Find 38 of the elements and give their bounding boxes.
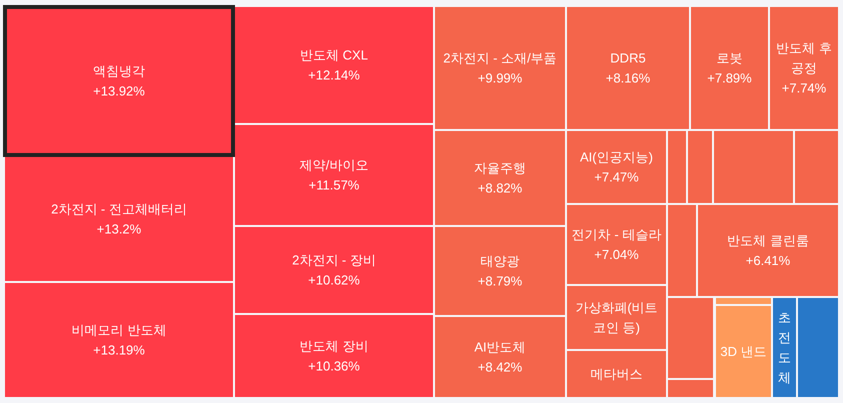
data-label: +8.79% [478, 274, 523, 288]
data-label: +7.04% [594, 247, 640, 262]
category-label: 자율주행 [474, 160, 526, 176]
data-label: +7.47% [594, 170, 640, 184]
data-label: +7.74% [782, 80, 827, 96]
data-label: +13.19% [93, 342, 146, 358]
data-label: +8.82% [478, 180, 523, 196]
category-label: 반도체 장비 [300, 338, 368, 354]
category-label: 메타버스 [590, 366, 642, 382]
category-label: 로봇 [716, 50, 742, 66]
data-label: +11.57% [308, 178, 360, 192]
category-label: DDR5 [610, 50, 646, 66]
data-label: +9.99% [478, 70, 523, 86]
category-label: 제약/바이오 [300, 158, 368, 172]
data-label: +10.36% [308, 358, 360, 374]
data-label: +8.42% [478, 360, 523, 374]
category-label: AI(인공지능) [580, 150, 653, 164]
category-label: 2차전지 - 소재/부품 [443, 50, 557, 66]
category-label: 3D 낸드 [720, 344, 767, 359]
category-label: 2차전지 - 전고체배터리 [51, 202, 187, 216]
data-label: +6.41% [746, 253, 791, 268]
category-label: 비메모리 반도체 [72, 322, 166, 338]
category-label: 반도체 CXL [300, 48, 368, 62]
data-label: +13.92% [93, 84, 146, 98]
data-label: +10.62% [308, 272, 360, 288]
data-label: +13.2% [96, 222, 142, 236]
data-label: +8.16% [606, 70, 651, 86]
category-label: 반도체 후 공정 [776, 40, 832, 76]
category-label: 가상화폐(비트코인 등) [575, 300, 658, 335]
data-label: +7.89% [707, 70, 752, 86]
category-label: 액침냉각 [93, 64, 145, 78]
category-label: 전기차 - 테슬라 [572, 227, 662, 242]
category-label: 초전도체 [778, 310, 791, 385]
category-label: 반도체 클린룸 [727, 233, 809, 248]
category-label: 2차전지 - 장비 [292, 252, 376, 268]
data-label: +12.14% [308, 68, 360, 82]
category-label: 태양광 [480, 254, 520, 268]
category-label: AI반도체 [474, 340, 526, 354]
